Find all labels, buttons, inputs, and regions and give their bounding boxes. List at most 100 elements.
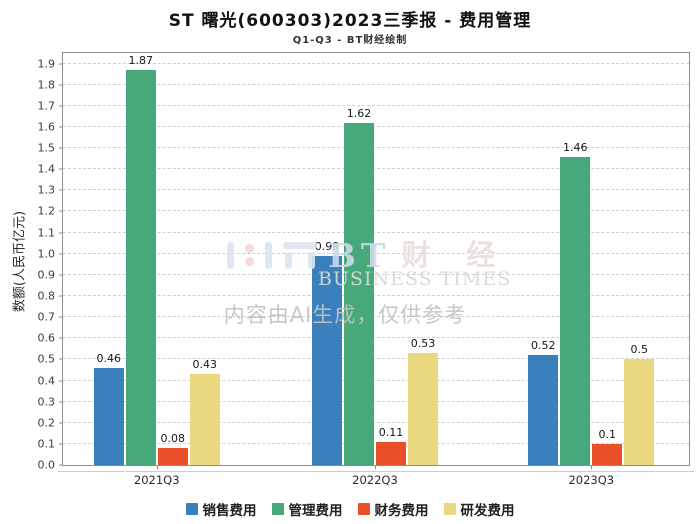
y-tick-label: 1.2 [37,204,56,218]
bar-财务费用-2022Q3: 0.11 [375,426,406,465]
bar-管理费用-2021Q3: 1.87 [125,54,156,465]
chart-subtitle: Q1-Q3 - BT财经绘制 [292,35,408,46]
y-tick-label: 1.6 [37,120,56,134]
y-tick-label: 0.1 [37,437,56,451]
legend-swatch-icon [443,503,456,515]
y-tick-label: 1.7 [37,99,56,113]
legend-label: 管理费用 [288,503,343,519]
gridline [63,62,689,64]
x-tick-label-2021Q3: 2021Q3 [133,473,180,487]
bar-销售费用-2023Q3: 0.52 [528,339,559,465]
plot-area: 0.0 0.1 0.2 0.3 0.4 0.5 0.6 0.7 0.8 0.9 1.0 1.1 1.2 1… [38,52,690,487]
x-tick-label-2022Q3: 2022Q3 [352,473,398,487]
bar-group-2022Q3: 0.99 1.62 0.11 0.53 [310,53,440,465]
y-tick-mark [59,295,63,297]
legend-swatch-icon [185,503,198,515]
bar-value-label: 0.99 [314,239,340,253]
gridline [63,231,689,233]
bar-研发费用-2023Q3: 0.5 [624,343,655,465]
bar-value-label: 0.1 [598,427,617,441]
gridline [63,379,689,381]
gridline [63,189,689,191]
y-tick-mark [59,147,63,149]
gridline [63,400,689,402]
bar-group-2021Q3: 0.46 1.87 0.08 0.43 [92,53,222,465]
y-tick-mark [59,189,63,191]
y-tick-label: 1.4 [37,162,56,176]
bar-财务费用-2021Q3: 0.08 [157,432,188,465]
gridline [63,337,689,339]
y-tick-mark [59,422,63,424]
gridline [63,104,689,106]
bar-销售费用-2021Q3: 0.46 [93,352,124,465]
bar-value-label: 0.5 [630,343,649,357]
y-tick-mark [59,84,63,86]
y-tick-mark [59,232,63,234]
legend: 销售费用 管理费用 财务费用 研发费用 [0,499,700,519]
chart-title: ST 曙光(600303)2023三季报 - 费用管理 [168,11,532,31]
y-tick-mark [59,253,63,255]
legend-item-销售费用: 销售费用 [185,499,257,519]
bar-value-label: 0.46 [96,351,121,365]
y-tick-label: 0.7 [37,310,56,324]
gridline [63,125,689,127]
legend-label: 研发费用 [460,503,515,519]
y-tick-mark [59,401,63,403]
y-tick-mark [59,274,63,276]
y-tick-mark [59,316,63,318]
bar-管理费用-2022Q3: 1.62 [343,107,374,465]
x-tick-mark [591,465,593,469]
y-tick-label: 0.4 [37,374,56,387]
bar-管理费用-2023Q3: 1.46 [560,141,591,465]
bar-value-label: 0.53 [410,337,436,351]
gridline [63,421,689,423]
bar-财务费用-2023Q3: 0.1 [592,428,623,465]
bar-value-label: 1.87 [128,53,153,67]
y-tick-label: 1.9 [37,57,56,71]
y-tick-label: 0.2 [37,416,56,430]
gridline [63,273,689,275]
y-tick-label: 0.5 [37,352,56,366]
x-axis-shadow-line [58,471,694,472]
bar-研发费用-2022Q3: 0.53 [407,337,438,465]
gridline [63,168,689,170]
y-tick-mark [59,105,63,107]
gridline [63,358,689,360]
legend-item-管理费用: 管理费用 [271,499,343,519]
y-tick-mark [59,168,63,170]
bar-销售费用-2022Q3: 0.99 [311,240,342,465]
legend-swatch-icon [271,503,284,515]
y-tick-label: 1.0 [37,247,56,261]
gridline [63,294,689,296]
bar-value-label: 1.62 [346,106,372,120]
x-tick-mark [374,465,376,469]
y-tick-label: 0.9 [37,268,56,282]
y-tick-label: 1.8 [37,78,56,92]
bar-value-label: 0.43 [192,358,217,372]
y-tick-mark [59,358,63,360]
bar-group-2023Q3: 0.52 1.46 0.1 0.5 [526,53,656,465]
y-tick-label: 0.8 [37,289,56,303]
x-tick-mark [156,465,158,469]
y-tick-mark [59,443,63,445]
y-axis-label: 数额(人民币亿元) [12,210,28,313]
legend-swatch-icon [357,503,370,515]
gridline [63,147,689,149]
legend-label: 销售费用 [202,503,257,519]
gridline [63,252,689,254]
gridline [63,316,689,318]
y-tick-label: 1.5 [37,141,56,155]
x-tick-label-2023Q3: 2023Q3 [568,473,615,487]
bar-研发费用-2021Q3: 0.43 [189,358,220,465]
gridline [63,83,689,85]
y-tick-mark [59,337,63,339]
y-tick-label: 0.3 [37,395,56,409]
y-tick-mark [59,464,63,466]
y-tick-label: 0.0 [37,458,56,472]
bar-value-label: 0.11 [378,425,404,439]
legend-item-财务费用: 财务费用 [357,499,429,519]
y-tick-mark [59,126,63,128]
bar-value-label: 0.52 [531,339,556,353]
legend-label: 财务费用 [374,503,429,519]
